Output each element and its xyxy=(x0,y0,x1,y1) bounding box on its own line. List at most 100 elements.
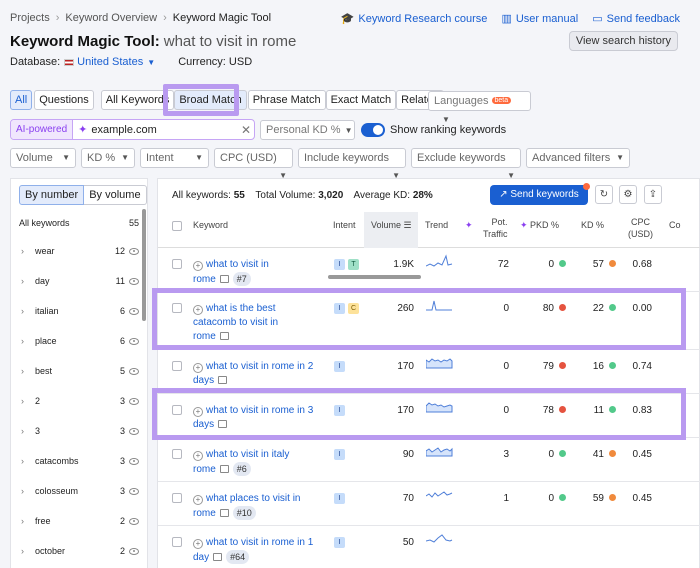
eye-icon[interactable] xyxy=(129,457,139,465)
table-row[interactable]: + what places to visit in rome #10 I 70 1 0 59 0.… xyxy=(158,482,700,526)
eye-icon[interactable] xyxy=(129,547,139,555)
send-keywords-button[interactable]: ↗ Send keywords xyxy=(490,185,588,205)
kd-number: 41 xyxy=(592,449,604,460)
group-item[interactable]: › 3 3 xyxy=(21,426,139,436)
group-item[interactable]: › best 5 xyxy=(21,366,139,376)
by-volume-button[interactable]: By volume xyxy=(84,185,147,205)
table-scrollbar[interactable] xyxy=(328,275,421,279)
col-pot-traffic[interactable]: Pot. Traffic xyxy=(483,216,508,240)
view-search-history-button[interactable]: View search history xyxy=(568,31,678,51)
all-keywords-group[interactable]: All keywords 55 xyxy=(19,218,139,228)
eye-icon[interactable] xyxy=(129,307,139,315)
group-item[interactable]: › colosseum 3 xyxy=(21,486,139,496)
group-item[interactable]: › day 11 xyxy=(21,276,139,286)
keyword-link[interactable]: + what places to visit in rome #10 xyxy=(193,492,321,521)
filter-cpc[interactable]: CPC (USD) ▼ xyxy=(214,148,293,180)
eye-icon[interactable] xyxy=(129,277,139,285)
filter-advanced[interactable]: Advanced filters ▼ xyxy=(526,148,630,168)
eye-icon[interactable] xyxy=(129,367,139,375)
add-keyword-icon[interactable]: + xyxy=(193,495,203,505)
export-button[interactable]: ⇪ xyxy=(644,185,662,204)
eye-icon[interactable] xyxy=(129,247,139,255)
breadcrumb-projects[interactable]: Projects xyxy=(10,12,50,24)
serp-icon[interactable] xyxy=(213,553,223,561)
col-cpc[interactable]: CPC (USD) xyxy=(628,216,653,240)
add-keyword-icon[interactable]: + xyxy=(193,407,203,417)
settings-button[interactable]: ⚙ xyxy=(619,185,637,204)
user-manual-link[interactable]: ▥ User manual xyxy=(501,12,578,25)
serp-icon[interactable] xyxy=(219,275,229,283)
group-item[interactable]: › 2 3 xyxy=(21,396,139,406)
group-item[interactable]: › october 2 xyxy=(21,546,139,556)
filter-volume[interactable]: Volume ▼ xyxy=(10,148,76,168)
sidebar-scrollbar[interactable] xyxy=(142,209,146,321)
tab-questions[interactable]: Questions xyxy=(34,90,94,110)
add-keyword-icon[interactable]: + xyxy=(193,305,203,315)
select-all-checkbox[interactable] xyxy=(172,221,182,231)
by-number-button[interactable]: By number xyxy=(19,185,85,205)
row-checkbox[interactable] xyxy=(172,361,182,371)
tab-phrase-match[interactable]: Phrase Match xyxy=(247,90,326,110)
group-item[interactable]: › catacombs 3 xyxy=(21,456,139,466)
table-row[interactable]: + what to visit in rome #7 I T 1.9K 72 0 57 0.68 xyxy=(158,248,700,292)
breadcrumb-keyword-overview[interactable]: Keyword Overview xyxy=(65,12,158,24)
table-row[interactable]: + what to visit in rome in 1 day #64 I 50 xyxy=(158,526,700,568)
clear-icon[interactable]: ✕ xyxy=(240,122,252,137)
serp-icon[interactable] xyxy=(218,376,228,384)
filter-exclude-keywords[interactable]: Exclude keywords ▼ xyxy=(411,148,521,180)
eye-icon[interactable] xyxy=(129,337,139,345)
keyword-link[interactable]: + what to visit in rome in 1 day #64 xyxy=(193,536,321,565)
eye-icon[interactable] xyxy=(129,397,139,405)
add-keyword-icon[interactable]: + xyxy=(193,363,203,373)
col-kd[interactable]: KD % xyxy=(581,220,605,230)
serp-icon[interactable] xyxy=(219,332,229,340)
row-checkbox[interactable] xyxy=(172,537,182,547)
col-volume[interactable]: Volume ☰ xyxy=(371,220,412,231)
eye-icon[interactable] xyxy=(129,487,139,495)
group-item[interactable]: › place 6 xyxy=(21,336,139,346)
row-checkbox[interactable] xyxy=(172,493,182,503)
keyword-link[interactable]: + what is the best catacomb to visit in rom… xyxy=(193,302,321,344)
group-item[interactable]: › free 2 xyxy=(21,516,139,526)
domain-input[interactable] xyxy=(87,123,238,136)
keyword-link[interactable]: + what to visit in italy rome #6 xyxy=(193,448,321,477)
col-competition[interactable]: Co xyxy=(669,220,681,230)
serp-icon[interactable] xyxy=(219,465,229,473)
serp-icon[interactable] xyxy=(218,420,228,428)
filter-intent[interactable]: Intent ▼ xyxy=(140,148,209,168)
keyword-link[interactable]: + what to visit in rome #7 xyxy=(193,258,321,287)
col-keyword[interactable]: Keyword xyxy=(193,220,229,230)
row-checkbox[interactable] xyxy=(172,303,182,313)
add-keyword-icon[interactable]: + xyxy=(193,539,203,549)
group-item[interactable]: › italian 6 xyxy=(21,306,139,316)
tab-broad-match[interactable]: Broad Match xyxy=(174,90,247,110)
row-checkbox[interactable] xyxy=(172,259,182,269)
col-trend[interactable]: Trend xyxy=(425,220,449,230)
tab-all[interactable]: All xyxy=(10,90,33,110)
refresh-button[interactable]: ↻ xyxy=(595,185,613,204)
filter-include-keywords[interactable]: Include keywords ▼ xyxy=(298,148,406,180)
tab-exact-match[interactable]: Exact Match xyxy=(325,90,397,110)
add-keyword-icon[interactable]: + xyxy=(193,261,203,271)
eye-icon[interactable] xyxy=(129,427,139,435)
database-select[interactable]: United States xyxy=(77,56,144,68)
serp-icon[interactable] xyxy=(219,509,229,517)
languages-select[interactable]: Languages beta ▼ xyxy=(428,91,531,124)
add-keyword-icon[interactable]: + xyxy=(193,451,203,461)
send-feedback-link[interactable]: ▭ Send feedback xyxy=(592,12,680,25)
col-pkd[interactable]: ✦ PKD % xyxy=(520,220,559,231)
keyword-course-link[interactable]: 🎓 Keyword Research course xyxy=(341,12,488,25)
keyword-link[interactable]: + what to visit in rome in 2 days xyxy=(193,360,321,388)
eye-icon[interactable] xyxy=(129,517,139,525)
row-checkbox[interactable] xyxy=(172,405,182,415)
personal-kd-select[interactable]: Personal KD % ▼ xyxy=(260,120,355,140)
row-checkbox[interactable] xyxy=(172,449,182,459)
keyword-link[interactable]: + what to visit in rome in 3 days xyxy=(193,404,321,432)
table-row[interactable]: + what to visit in italy rome #6 I 90 3 0 41 0.45 xyxy=(158,438,700,482)
group-item[interactable]: › wear 12 xyxy=(21,246,139,256)
tab-all-keywords[interactable]: All Keywords xyxy=(100,90,175,110)
show-ranking-toggle[interactable] xyxy=(361,123,385,137)
col-intent[interactable]: Intent xyxy=(333,220,356,230)
filter-kd[interactable]: KD % ▼ xyxy=(81,148,135,168)
table-row[interactable]: + what to visit in rome in 2 days I 170 0 79 16… xyxy=(158,350,700,394)
